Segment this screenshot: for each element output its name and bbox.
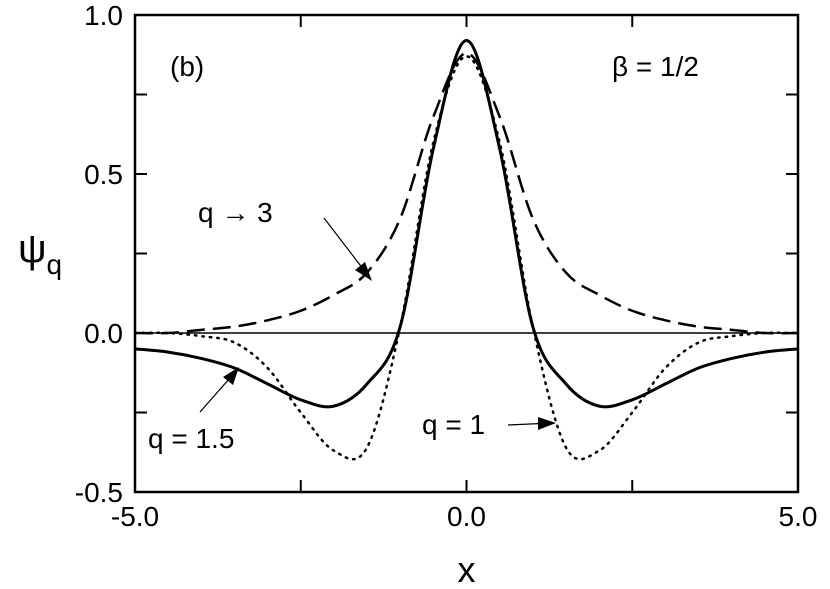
series-line-dotted <box>133 55 800 461</box>
series-label-q1: q = 1 <box>422 409 485 440</box>
series-group <box>133 38 800 461</box>
y-tick-label: 0.0 <box>84 318 123 349</box>
parameter-label: β = 1/2 <box>612 51 699 82</box>
axis-tick-labels: -5.0 0.0 5.0 -0.5 0.0 0.5 1.0 <box>75 0 818 532</box>
panel-label: (b) <box>170 51 204 82</box>
x-tick-label: 5.0 <box>779 501 818 532</box>
x-axis-title: x <box>458 549 476 589</box>
y-tick-label: 0.5 <box>84 159 123 190</box>
x-tick-label: -5.0 <box>111 501 159 532</box>
y-axis-title-main: ψ <box>18 227 47 271</box>
series-line-dashed <box>134 51 799 335</box>
y-tick-label: 1.0 <box>84 0 123 31</box>
series-line-solid <box>134 38 799 409</box>
y-tick-label: -0.5 <box>75 477 123 508</box>
arrow-head-q1 <box>538 417 556 430</box>
y-axis-title: ψq <box>18 227 62 280</box>
y-axis-title-subscript: q <box>47 249 63 280</box>
series-label-q15: q = 1.5 <box>148 423 234 454</box>
x-tick-label: 0.0 <box>447 501 486 532</box>
arrow-head-q3 <box>355 262 372 281</box>
series-label-q3: q → 3 <box>198 197 273 228</box>
arrow-head-q15 <box>223 367 239 385</box>
